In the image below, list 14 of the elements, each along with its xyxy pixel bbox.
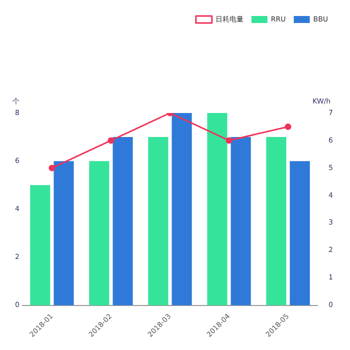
bar — [89, 161, 110, 306]
bar — [230, 137, 251, 306]
point — [284, 123, 292, 130]
bar — [290, 161, 310, 306]
point — [108, 137, 114, 144]
point — [48, 164, 56, 172]
bar — [112, 137, 133, 306]
point — [226, 137, 232, 144]
bar — [148, 137, 168, 306]
bar — [30, 185, 50, 306]
bar — [207, 113, 228, 306]
bar — [266, 137, 286, 306]
bar — [172, 113, 192, 306]
bar — [54, 161, 74, 306]
